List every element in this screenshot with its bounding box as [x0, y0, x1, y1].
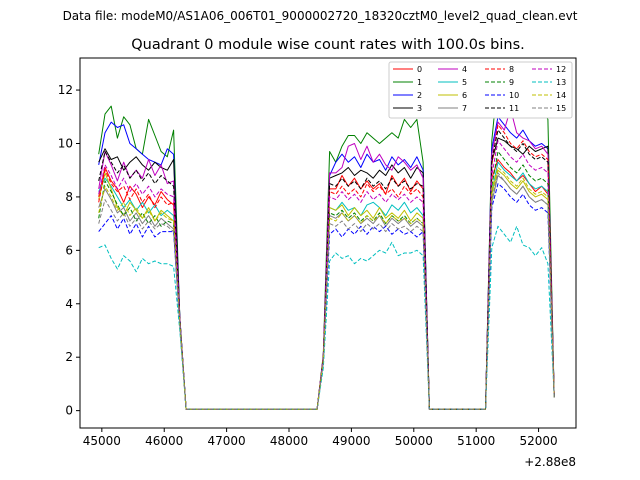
- x-tick-label: 48000: [270, 434, 308, 448]
- y-tick-label: 2: [65, 350, 73, 364]
- legend-label-14: 14: [556, 91, 566, 100]
- legend-label-13: 13: [556, 78, 566, 87]
- legend-label-7: 7: [462, 104, 467, 113]
- x-tick-label: 51000: [457, 434, 495, 448]
- y-tick-label: 12: [58, 83, 73, 97]
- x-tick-label: 49000: [332, 434, 370, 448]
- series-line-8: [98, 124, 555, 410]
- legend-label-5: 5: [462, 78, 467, 87]
- x-tick-label: 47000: [208, 434, 246, 448]
- legend-label-10: 10: [509, 91, 519, 100]
- axes-frame: [79, 57, 577, 429]
- legend-label-2: 2: [417, 91, 422, 100]
- legend-box: [388, 61, 573, 119]
- x-tick-label: 45000: [83, 434, 121, 448]
- legend-label-3: 3: [417, 104, 422, 113]
- legend-label-6: 6: [462, 91, 467, 100]
- series-layer: [98, 76, 555, 410]
- y-tick-label: 10: [58, 136, 73, 150]
- y-tick-label: 6: [65, 243, 73, 257]
- legend-label-4: 4: [462, 65, 467, 74]
- y-tick-label: 0: [65, 404, 73, 418]
- legend-label-11: 11: [509, 104, 519, 113]
- y-axis: 0 2 4 6 8 10 12: [58, 83, 80, 418]
- legend-label-15: 15: [556, 104, 566, 113]
- legend-label-12: 12: [556, 65, 566, 74]
- x-tick-label: 50000: [395, 434, 433, 448]
- suptitle: Data file: modeM0/AS1A06_006T01_90000027…: [63, 9, 578, 23]
- series-line-15: [98, 172, 555, 410]
- legend-label-0: 0: [417, 65, 422, 74]
- legend-label-8: 8: [509, 65, 514, 74]
- legend-label-9: 9: [509, 78, 514, 87]
- x-axis: 45000 46000 47000 48000 49000 50000 51000 52000: [83, 428, 558, 448]
- x-offset-label: +2.88e8: [524, 455, 576, 469]
- x-tick-label: 46000: [145, 434, 183, 448]
- y-tick-label: 4: [65, 297, 73, 311]
- legend-label-1: 1: [417, 78, 422, 87]
- x-tick-label: 52000: [519, 434, 557, 448]
- chart-title: Quadrant 0 module wise count rates with …: [131, 37, 525, 53]
- y-tick-label: 8: [65, 190, 73, 204]
